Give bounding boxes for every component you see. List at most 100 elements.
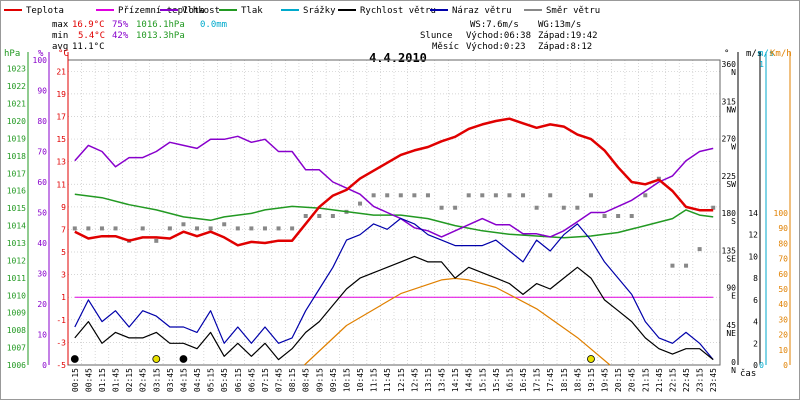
dir-point xyxy=(629,214,634,218)
dir-point xyxy=(290,226,295,231)
dir-point xyxy=(507,193,512,198)
tick-label-dir: 225 xyxy=(722,172,737,181)
x-tick-label: 07:45 xyxy=(275,368,284,392)
tick-label-dir: 360 xyxy=(722,60,737,69)
tick-label-hpa: 1010 xyxy=(7,291,26,300)
info-moon-set: Západ:8:12 xyxy=(538,42,592,52)
legend-label-temp: Teplota xyxy=(26,6,64,16)
tick-label-ms: 10 xyxy=(748,252,758,261)
info-moon-label: Měsíc xyxy=(432,42,459,52)
stats-avg-temp: 11.1°C xyxy=(72,42,105,52)
tick-label-hpa: 1022 xyxy=(7,82,26,91)
tick-label-kmh: 20 xyxy=(778,331,788,340)
tick-label-dir: 135 xyxy=(722,246,737,255)
dir-point xyxy=(303,214,308,218)
tick-label-hpa: 1015 xyxy=(7,204,26,213)
tick-label-hpa: 1008 xyxy=(7,326,26,335)
x-tick-label: 13:15 xyxy=(424,368,433,392)
tick-label-dir: 90 xyxy=(726,284,736,293)
dir-point xyxy=(195,226,200,231)
sun-moon-marker xyxy=(70,355,79,363)
tick-label-dir: 45 xyxy=(726,321,736,330)
sun-moon-marker xyxy=(587,355,595,363)
tick-label-dir-compass: NW xyxy=(726,105,736,114)
tick-label-ms2: 1 xyxy=(759,60,764,69)
dir-point xyxy=(412,193,417,198)
x-tick-label: 17:45 xyxy=(546,368,555,392)
tick-label-degc: -1 xyxy=(56,316,66,325)
stats-max-label: max xyxy=(52,20,69,30)
tick-label-dir-compass: E xyxy=(731,292,736,301)
tick-label-dir-compass: SE xyxy=(726,254,736,263)
tick-label-degc: 5 xyxy=(61,248,66,257)
dir-point xyxy=(588,193,593,198)
x-tick-label: 08:45 xyxy=(302,368,311,392)
info-block: WS:7.6m/s WG:13m/s Slunce Východ:06:38 Z… xyxy=(420,20,598,52)
tick-label-pct: 100 xyxy=(33,56,48,65)
x-tick-label: 05:15 xyxy=(207,368,216,392)
dir-point xyxy=(711,205,716,210)
legend-label-rain: Srážky xyxy=(303,6,336,16)
x-tick-label: 01:45 xyxy=(112,368,121,392)
dir-point xyxy=(371,193,376,198)
dir-point xyxy=(602,214,607,218)
series-press-line xyxy=(74,193,714,239)
dir-point xyxy=(684,263,689,268)
dir-point xyxy=(493,193,498,198)
dir-point xyxy=(154,238,159,243)
x-tick-label: 23:45 xyxy=(709,368,718,392)
x-tick-label: 09:15 xyxy=(315,368,324,392)
dir-point xyxy=(643,193,648,198)
x-tick-label: 23:15 xyxy=(696,368,705,392)
axis-title-degc: °C xyxy=(58,49,69,59)
dir-point xyxy=(317,214,322,218)
x-tick-label: 15:15 xyxy=(478,368,487,392)
x-tick-label: 10:15 xyxy=(342,368,351,392)
x-tick-label: 05:45 xyxy=(220,368,229,392)
dir-point xyxy=(358,201,363,206)
tick-label-pct: 50 xyxy=(37,209,47,218)
tick-label-dir-compass: NE xyxy=(726,329,736,338)
series-gust-line xyxy=(74,217,714,360)
tick-label-degc: 15 xyxy=(56,135,66,144)
tick-label-hpa: 1013 xyxy=(7,239,26,248)
tick-label-degc: 1 xyxy=(61,293,66,302)
x-tick-label: 20:15 xyxy=(614,368,623,392)
legend-label-dir: Směr větru xyxy=(546,6,600,16)
dir-point xyxy=(113,226,118,231)
dir-point xyxy=(276,226,281,231)
x-tick-label: 14:45 xyxy=(465,368,474,392)
tick-label-dir-compass: W xyxy=(731,143,736,152)
stats-min-hum: 42% xyxy=(112,31,129,41)
tick-label-degc: 7 xyxy=(61,225,66,234)
x-tick-label: 00:15 xyxy=(71,368,80,392)
tick-label-hpa: 1011 xyxy=(7,274,26,283)
tick-label-ms: 0 xyxy=(753,361,758,370)
x-tick-label: 18:45 xyxy=(573,368,582,392)
dir-point xyxy=(208,226,213,231)
tick-label-hpa: 1018 xyxy=(7,152,26,161)
tick-label-degc: 11 xyxy=(56,180,66,189)
tick-label-ms2: 0 xyxy=(759,361,764,370)
tick-label-pct: 30 xyxy=(37,270,47,279)
axis-title-kmh: Km/h xyxy=(770,49,792,59)
tick-label-pct: 60 xyxy=(37,178,47,187)
x-tick-label: 06:15 xyxy=(234,368,243,392)
dir-point xyxy=(385,193,390,198)
tick-label-hpa: 1020 xyxy=(7,117,26,126)
dir-point xyxy=(480,193,485,198)
dir-point xyxy=(330,214,335,218)
dir-point xyxy=(466,193,471,198)
tick-label-ms: 12 xyxy=(748,231,758,240)
tick-label-dir-compass: N xyxy=(731,366,736,375)
series-hum-line xyxy=(74,135,714,238)
dir-point xyxy=(99,226,104,231)
tick-label-degc: 13 xyxy=(56,158,66,167)
tick-label-hpa: 1017 xyxy=(7,169,26,178)
tick-label-degc: -3 xyxy=(56,338,66,347)
stats-avg-label: avg xyxy=(52,42,68,52)
tick-label-pct: 80 xyxy=(37,117,47,126)
tick-label-dir: 315 xyxy=(722,97,737,106)
tick-label-kmh: 70 xyxy=(778,255,788,264)
